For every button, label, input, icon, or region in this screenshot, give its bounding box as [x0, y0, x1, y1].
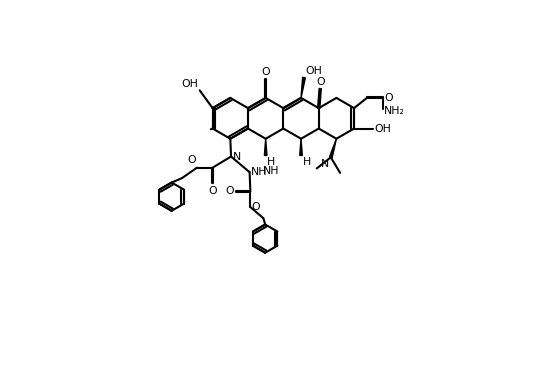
Polygon shape [264, 139, 267, 156]
Text: NH: NH [251, 167, 268, 177]
Text: NH: NH [263, 166, 279, 176]
Text: N: N [321, 159, 329, 169]
Text: O: O [384, 93, 393, 103]
Polygon shape [329, 139, 336, 158]
Text: OH: OH [181, 79, 198, 89]
Text: O: O [262, 67, 270, 77]
Text: O: O [208, 186, 217, 196]
Text: O: O [316, 77, 324, 87]
Text: O: O [252, 202, 260, 212]
Text: O: O [187, 156, 196, 165]
Polygon shape [300, 139, 302, 156]
Text: N: N [233, 151, 241, 162]
Text: H: H [267, 157, 275, 167]
Text: OH: OH [306, 66, 323, 76]
Text: O: O [225, 187, 234, 196]
Text: OH: OH [375, 123, 391, 134]
Text: NH₂: NH₂ [384, 106, 405, 116]
Polygon shape [301, 77, 305, 98]
Text: H: H [302, 157, 311, 167]
